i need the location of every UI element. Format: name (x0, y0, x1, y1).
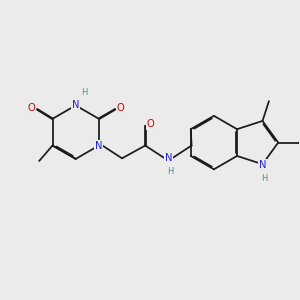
Text: O: O (147, 119, 154, 129)
Text: N: N (259, 160, 266, 170)
Text: N: N (72, 100, 80, 110)
Text: H: H (81, 88, 87, 97)
Text: N: N (165, 153, 172, 163)
Text: H: H (167, 167, 173, 176)
Text: O: O (28, 103, 36, 113)
Text: O: O (117, 103, 124, 113)
Text: H: H (261, 174, 267, 183)
Text: N: N (95, 140, 103, 151)
